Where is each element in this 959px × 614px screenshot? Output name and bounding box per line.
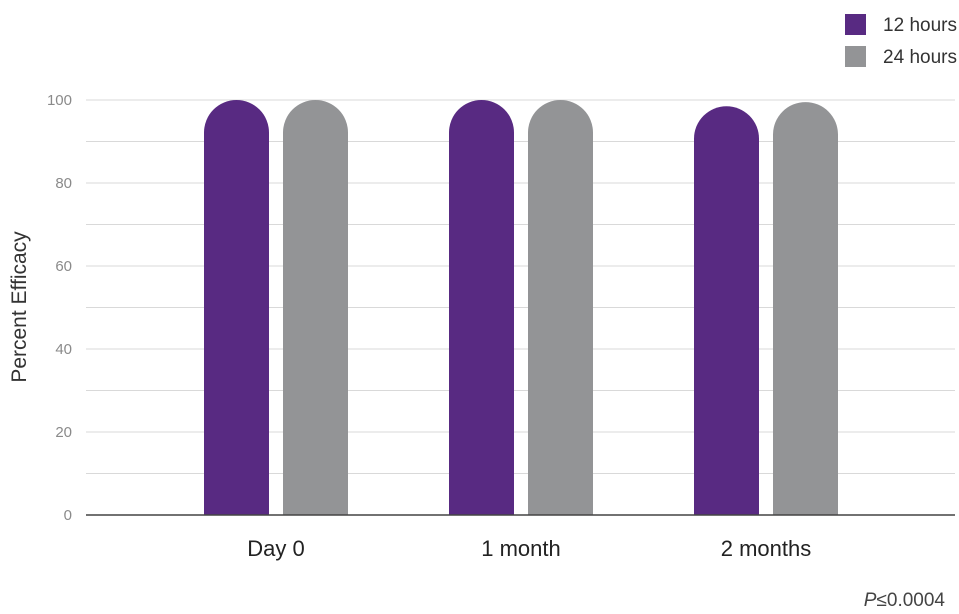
y-tick-labels: 0 20 40 60 80 100: [47, 92, 72, 524]
bar: [694, 106, 759, 515]
category-label: Day 0: [247, 536, 304, 561]
bar: [773, 102, 838, 516]
category-label: 1 month: [481, 536, 561, 561]
bar: [283, 99, 348, 515]
y-tick-label: 20: [55, 424, 72, 441]
bars: [204, 99, 838, 516]
y-axis-label: Percent Efficacy: [8, 231, 31, 383]
legend-swatch: [845, 14, 866, 35]
bar: [528, 99, 593, 515]
legend: 12 hours 24 hours: [845, 14, 957, 68]
y-tick-label: 0: [64, 507, 72, 524]
bar: [204, 99, 269, 515]
y-tick-label: 40: [55, 341, 72, 358]
bar: [449, 99, 514, 515]
legend-label: 12 hours: [883, 15, 957, 36]
legend-label: 24 hours: [883, 47, 957, 68]
legend-swatch: [845, 46, 866, 67]
category-label: 2 months: [721, 536, 812, 561]
p-value-annotation: P≤0.0004: [864, 590, 946, 611]
category-labels: Day 0 1 month 2 months: [247, 536, 811, 561]
y-tick-label: 80: [55, 175, 72, 192]
y-tick-label: 100: [47, 92, 72, 109]
y-tick-label: 60: [55, 258, 72, 275]
